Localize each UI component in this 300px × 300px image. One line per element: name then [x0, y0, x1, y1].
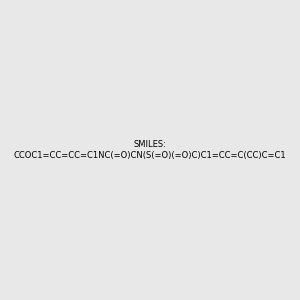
Text: SMILES: CCOC1=CC=CC=C1NC(=O)CN(S(=O)(=O)C)C1=CC=C(CC)C=C1: SMILES: CCOC1=CC=CC=C1NC(=O)CN(S(=O)(=O)…: [14, 140, 286, 160]
